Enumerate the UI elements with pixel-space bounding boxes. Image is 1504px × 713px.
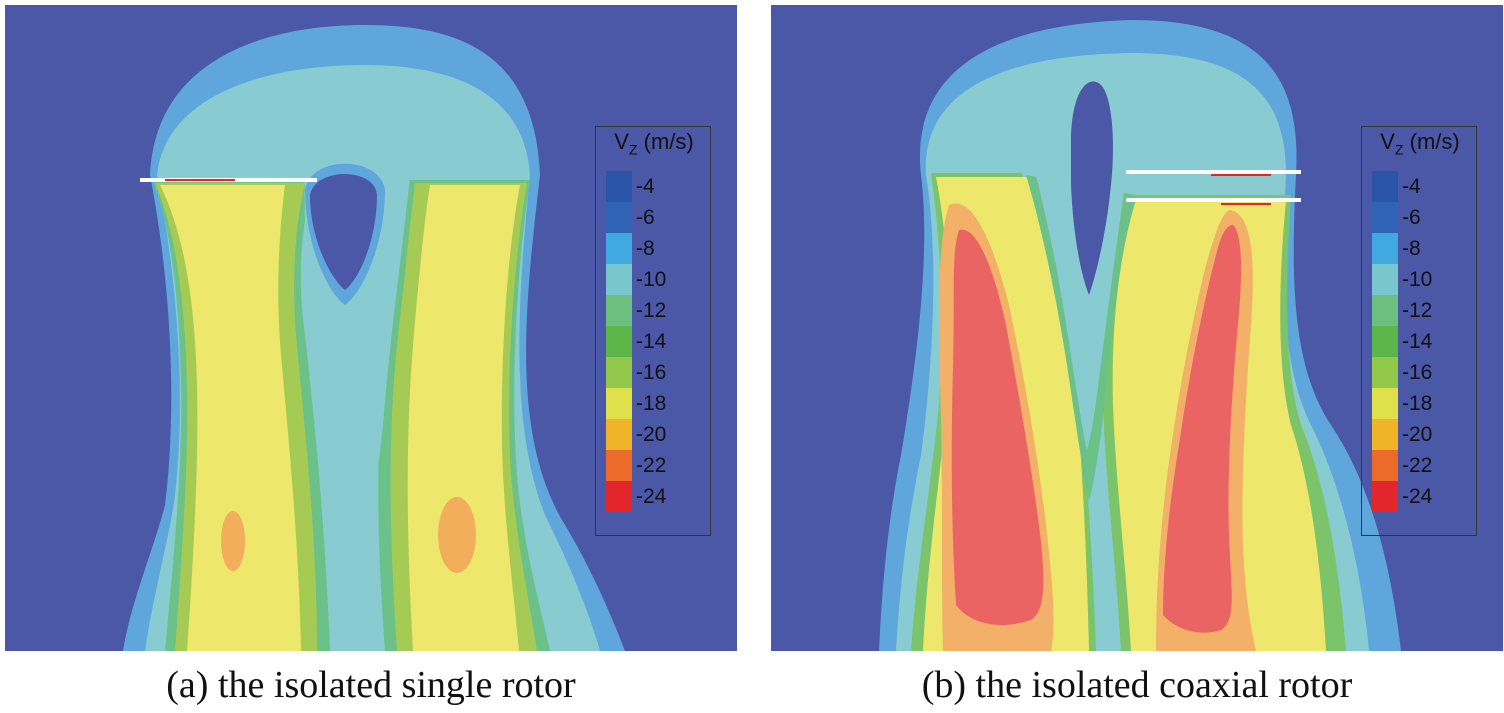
legend-label: -8 — [636, 237, 655, 260]
legend-label: -20 — [1402, 423, 1433, 446]
legend-swatch — [1372, 295, 1398, 326]
legend-label: -10 — [636, 268, 667, 291]
contour-level-20-blob-left — [221, 511, 245, 571]
legend-level-row: -4 — [1372, 171, 1478, 202]
legend-level-row: -20 — [606, 419, 712, 450]
legend-label: -4 — [1402, 175, 1421, 198]
legend-label: -8 — [1402, 237, 1421, 260]
legend-level-row: -8 — [1372, 233, 1478, 264]
caption-coaxial-rotor: (b) the isolated coaxial rotor — [921, 664, 1353, 706]
contour-v-core — [1036, 175, 1126, 450]
legend-swatch — [606, 388, 632, 419]
legend-label: -22 — [1402, 454, 1433, 477]
legend-swatch — [606, 171, 632, 202]
legend-swatch — [1372, 264, 1398, 295]
legend-label: -6 — [636, 206, 655, 229]
contour-level-18-left — [160, 185, 301, 651]
legend-swatch — [606, 419, 632, 450]
legend-label: -16 — [636, 361, 667, 384]
legend-level-row: -10 — [1372, 264, 1478, 295]
legend-swatch — [606, 264, 632, 295]
legend-level-row: -14 — [1372, 326, 1478, 357]
legend-level-row: -18 — [1372, 388, 1478, 419]
legend-level-row: -6 — [606, 202, 712, 233]
legend-swatch — [1372, 233, 1398, 264]
contour-plot-coaxial-rotor: VZ (m/s) -4 -6 -8 -10 -12 -14 -16 -18 -20 -22 -24 — [771, 5, 1503, 651]
legend-swatch — [1372, 202, 1398, 233]
legend-level-row: -24 — [1372, 481, 1478, 512]
legend-level-row: -22 — [1372, 450, 1478, 481]
contour-level-18-right — [407, 185, 520, 651]
legend-swatch — [606, 450, 632, 481]
contour-field-b — [771, 5, 1503, 651]
legend-level-row: -22 — [606, 450, 712, 481]
contour-plot-single-rotor: VZ (m/s) -4 -6 -8 -10 -12 -14 -16 -18 -20 -22 -24 — [5, 5, 737, 651]
legend-label: -24 — [1402, 485, 1433, 508]
caption-single-rotor: (a) the isolated single rotor — [166, 664, 576, 706]
legend-level-row: -16 — [606, 357, 712, 388]
legend-swatch — [606, 295, 632, 326]
legend-level-row: -10 — [606, 264, 712, 295]
legend-swatch — [1372, 419, 1398, 450]
legend-swatch — [606, 202, 632, 233]
legend-swatch — [606, 481, 632, 512]
legend-level-row: -16 — [1372, 357, 1478, 388]
contour-core-right — [1163, 225, 1242, 633]
legend-label: -12 — [636, 299, 667, 322]
legend-level-row: -8 — [606, 233, 712, 264]
contour-level-20-blob-right — [438, 497, 476, 573]
legend-swatch — [606, 357, 632, 388]
legend-level-row: -14 — [606, 326, 712, 357]
legend-label: -14 — [636, 330, 667, 353]
legend-label: -12 — [1402, 299, 1433, 322]
legend-swatch — [1372, 450, 1398, 481]
contour-hole — [1071, 81, 1113, 295]
legend-label: -20 — [636, 423, 667, 446]
color-legend-b: VZ (m/s) -4 -6 -8 -10 -12 -14 -16 -18 -20 -22 -24 — [1361, 126, 1477, 536]
color-legend-a: VZ (m/s) -4 -6 -8 -10 -12 -14 -16 -18 -20 -22 -24 — [595, 126, 711, 536]
legend-label: -18 — [1402, 392, 1433, 415]
legend-swatch — [1372, 326, 1398, 357]
legend-swatch — [1372, 171, 1398, 202]
legend-swatch — [1372, 481, 1398, 512]
contour-core-left — [951, 229, 1044, 625]
legend-label: -18 — [636, 392, 667, 415]
legend-title: VZ (m/s) — [1380, 129, 1460, 158]
legend-level-row: -18 — [606, 388, 712, 419]
legend-swatch — [606, 326, 632, 357]
legend-swatch — [1372, 357, 1398, 388]
contour-field-a — [5, 5, 737, 651]
legend-label: -16 — [1402, 361, 1433, 384]
legend-label: -10 — [1402, 268, 1433, 291]
contour-hole — [310, 174, 377, 290]
legend-level-row: -12 — [1372, 295, 1478, 326]
legend-level-row: -20 — [1372, 419, 1478, 450]
legend-swatch — [1372, 388, 1398, 419]
legend-label: -22 — [636, 454, 667, 477]
legend-level-row: -6 — [1372, 202, 1478, 233]
legend-level-row: -4 — [606, 171, 712, 202]
legend-label: -24 — [636, 485, 667, 508]
legend-level-row: -12 — [606, 295, 712, 326]
legend-title: VZ (m/s) — [614, 129, 694, 158]
legend-label: -4 — [636, 175, 655, 198]
legend-level-row: -24 — [606, 481, 712, 512]
legend-label: -6 — [1402, 206, 1421, 229]
legend-label: -14 — [1402, 330, 1433, 353]
legend-swatch — [606, 233, 632, 264]
